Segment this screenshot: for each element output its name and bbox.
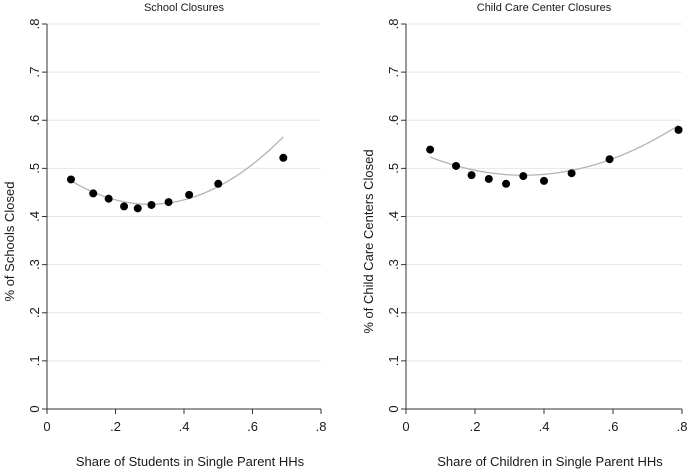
- school-data-point-0: [66, 175, 75, 184]
- childcare-y-tick-label-5: .5: [386, 163, 401, 174]
- school-y-tick-label-6: .6: [27, 115, 42, 126]
- school-data-point-6: [164, 198, 173, 207]
- school-y-tick-label-0: 0: [27, 405, 42, 412]
- school-y-tick-label-4: .4: [27, 211, 42, 222]
- school-data-point-7: [185, 190, 194, 199]
- school-data-point-1: [89, 189, 98, 198]
- childcare-x-tick-label-1: .2: [470, 419, 481, 434]
- school-x-axis-title: Share of Students in Single Parent HHs: [76, 454, 305, 469]
- childcare-data-point-7: [567, 169, 576, 178]
- childcare-x-tick-label-4: .8: [677, 419, 688, 434]
- childcare-y-tick-label-8: .8: [386, 19, 401, 30]
- school-y-tick-label-7: .7: [27, 67, 42, 78]
- childcare-y-tick-label-7: .7: [386, 67, 401, 78]
- childcare-x-tick-label-2: .4: [539, 419, 550, 434]
- school-x-tick-label-0: 0: [43, 419, 50, 434]
- school-y-axis-title: % of Schools Closed: [2, 182, 17, 302]
- childcare-data-point-1: [452, 161, 461, 170]
- school-y-tick-label-5: .5: [27, 163, 42, 174]
- school-chart-title: School Closures: [144, 2, 225, 14]
- childcare-y-tick-label-0: 0: [386, 405, 401, 412]
- childcare-y-tick-label-3: .3: [386, 259, 401, 270]
- childcare-data-point-4: [502, 179, 511, 188]
- childcare-data-point-9: [674, 125, 683, 134]
- school-x-tick-label-3: .6: [247, 419, 258, 434]
- school-x-tick-label-1: .2: [110, 419, 121, 434]
- school-x-tick-label-4: .8: [316, 419, 327, 434]
- childcare-data-point-5: [519, 172, 528, 181]
- school-fit-curve: [70, 136, 284, 205]
- childcare-y-tick-label-6: .6: [386, 115, 401, 126]
- school-closures-panel: 0 .1 .2 .3 .4 .5 .6 .7 .8 0 .2 .4 .6 .8 School Closure…: [2, 2, 326, 469]
- school-data-point-2: [104, 194, 113, 203]
- school-data-point-8: [214, 179, 223, 188]
- school-data-point-4: [133, 204, 142, 213]
- childcare-x-tick-label-3: .6: [608, 419, 619, 434]
- childcare-y-axis-title: % of Child Care Centers Closed: [361, 149, 376, 333]
- school-data-point-3: [120, 202, 129, 211]
- childcare-chart-title: Child Care Center Closures: [477, 2, 612, 14]
- childcare-y-tick-label-1: .1: [386, 355, 401, 366]
- school-data-point-9: [279, 153, 288, 162]
- childcare-x-tick-label-0: 0: [402, 419, 409, 434]
- school-y-tick-label-2: .2: [27, 307, 42, 318]
- childcare-data-point-8: [605, 155, 614, 164]
- school-data-point-5: [147, 200, 156, 209]
- childcare-y-tick-label-4: .4: [386, 211, 401, 222]
- childcare-fit-curve: [429, 124, 679, 176]
- childcare-data-point-2: [467, 171, 476, 180]
- school-y-tick-label-8: .8: [27, 19, 42, 30]
- child-care-closures-panel: 0 .1 .2 .3 .4 .5 .6 .7 .8 0 .2 .4 .6 .8 Child Care Cen…: [361, 2, 687, 469]
- childcare-x-axis-title: Share of Children in Single Parent HHs: [437, 454, 663, 469]
- childcare-data-point-3: [484, 174, 493, 183]
- school-x-tick-label-2: .4: [179, 419, 190, 434]
- school-y-tick-label-1: .1: [27, 355, 42, 366]
- childcare-data-point-6: [540, 176, 548, 185]
- childcare-data-point-0: [426, 145, 435, 154]
- school-y-tick-label-3: .3: [27, 259, 42, 270]
- childcare-y-tick-label-2: .2: [386, 307, 401, 318]
